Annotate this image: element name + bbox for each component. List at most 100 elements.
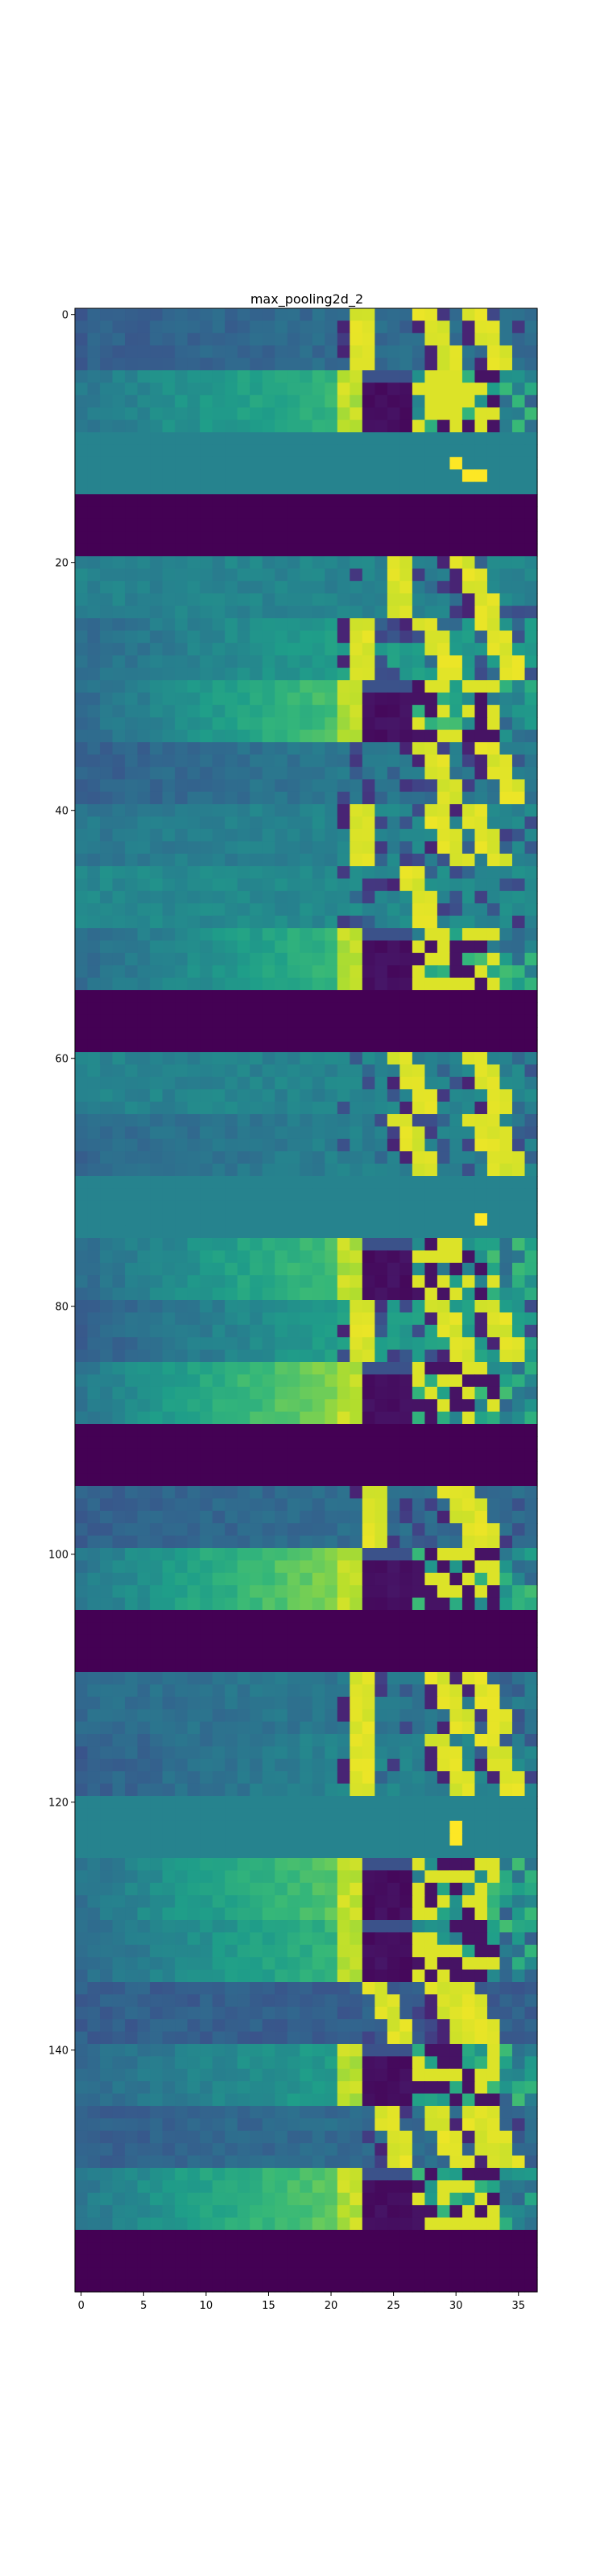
heatmap-cell <box>175 1535 188 1549</box>
heatmap-cell <box>387 1548 400 1561</box>
heatmap-cell <box>112 531 126 545</box>
heatmap-cell <box>499 1932 513 1946</box>
heatmap-cell <box>237 1014 250 1028</box>
heatmap-cell <box>275 1337 288 1351</box>
heatmap-cell <box>524 1424 538 1437</box>
heatmap-cell <box>474 1560 488 1574</box>
heatmap-cell <box>75 816 89 830</box>
heatmap-cell <box>187 1039 201 1053</box>
heatmap-cell <box>449 1039 463 1053</box>
heatmap-cell <box>262 1634 275 1648</box>
heatmap-cell <box>474 1833 488 1847</box>
heatmap-cell <box>275 1076 288 1090</box>
heatmap-cell <box>499 1560 513 1574</box>
heatmap-cell <box>486 568 501 582</box>
heatmap-cell <box>287 915 300 929</box>
heatmap-cell <box>461 1188 476 1202</box>
heatmap-cell <box>399 580 413 594</box>
heatmap-cell <box>162 1858 176 1871</box>
heatmap-cell <box>137 1684 151 1698</box>
heatmap-cell <box>524 1684 538 1698</box>
heatmap-cell <box>437 419 450 433</box>
heatmap-cell <box>449 320 463 334</box>
heatmap-cell <box>399 1523 413 1537</box>
heatmap-cell <box>337 1672 350 1685</box>
heatmap-cell <box>187 729 201 743</box>
heatmap-cell <box>474 642 488 656</box>
heatmap-cell <box>300 1758 313 1772</box>
heatmap-cell <box>175 1771 188 1785</box>
heatmap-cell <box>112 1597 126 1611</box>
heatmap-cell <box>337 828 350 842</box>
heatmap-cell <box>312 394 325 408</box>
heatmap-cell <box>200 1597 213 1611</box>
heatmap-cell <box>87 556 101 569</box>
heatmap-cell <box>175 1882 188 1896</box>
heatmap-cell <box>511 1213 526 1227</box>
heatmap-cell <box>75 320 89 334</box>
heatmap-cell <box>175 1920 188 1933</box>
heatmap-cell <box>325 1176 338 1189</box>
heatmap-cell <box>511 977 526 991</box>
heatmap-cell <box>75 965 89 979</box>
heatmap-cell <box>225 779 238 793</box>
heatmap-cell <box>499 742 513 755</box>
heatmap-cell <box>137 1250 151 1264</box>
heatmap-cell <box>162 481 176 495</box>
heatmap-cell <box>162 382 176 396</box>
heatmap-cell <box>337 1424 350 1437</box>
heatmap-cell <box>300 804 313 817</box>
heatmap-cell <box>262 1014 275 1028</box>
heatmap-cell <box>125 1895 139 1909</box>
heatmap-cell <box>175 630 188 644</box>
heatmap-cell <box>412 1324 425 1338</box>
heatmap-cell <box>250 1920 263 1933</box>
heatmap-cell <box>250 1622 263 1636</box>
heatmap-cell <box>325 1039 338 1053</box>
heatmap-cell <box>337 1622 350 1636</box>
heatmap-cell <box>287 1758 300 1772</box>
heatmap-cell <box>162 1734 176 1747</box>
heatmap-cell <box>87 1039 101 1053</box>
heatmap-cell <box>75 1089 89 1103</box>
heatmap-cell <box>300 1126 313 1140</box>
heatmap-cell <box>200 1002 213 1016</box>
heatmap-cell <box>424 1138 438 1152</box>
heatmap-cell <box>424 1411 438 1425</box>
heatmap-cell <box>287 1238 300 1251</box>
heatmap-cell <box>100 990 114 1003</box>
heatmap-cell <box>461 444 476 458</box>
heatmap-cell <box>250 407 263 421</box>
heatmap-cell <box>137 580 151 594</box>
heatmap-cell <box>100 345 114 359</box>
heatmap-cell <box>112 1833 126 1847</box>
heatmap-cell <box>87 518 101 532</box>
heatmap-cell <box>125 1808 139 1822</box>
heatmap-cell <box>287 370 300 383</box>
heatmap-cell <box>75 1374 89 1388</box>
heatmap-cell <box>499 1659 513 1673</box>
heatmap-cell <box>225 1932 238 1946</box>
heatmap-cell <box>337 977 350 991</box>
heatmap-cell <box>362 1411 375 1425</box>
heatmap-cell <box>212 1275 226 1289</box>
heatmap-cell <box>437 332 450 346</box>
heatmap-cell <box>100 791 114 805</box>
heatmap-cell <box>225 1597 238 1611</box>
heatmap-cell <box>150 1932 163 1946</box>
heatmap-cell <box>424 965 438 979</box>
heatmap-cell <box>399 692 413 706</box>
heatmap-cell <box>275 1064 288 1078</box>
heatmap-cell <box>112 1002 126 1016</box>
heatmap-cell <box>362 1758 375 1772</box>
heatmap-cell <box>175 1895 188 1909</box>
heatmap-cell <box>112 1089 126 1103</box>
heatmap-cell <box>100 1461 114 1475</box>
heatmap-cell <box>474 1027 488 1041</box>
heatmap-cell <box>337 890 350 904</box>
heatmap-cell <box>511 915 526 929</box>
heatmap-cell <box>362 853 375 867</box>
heatmap-cell <box>524 1176 538 1189</box>
heatmap-cell <box>437 1572 450 1586</box>
heatmap-cell <box>524 1114 538 1127</box>
